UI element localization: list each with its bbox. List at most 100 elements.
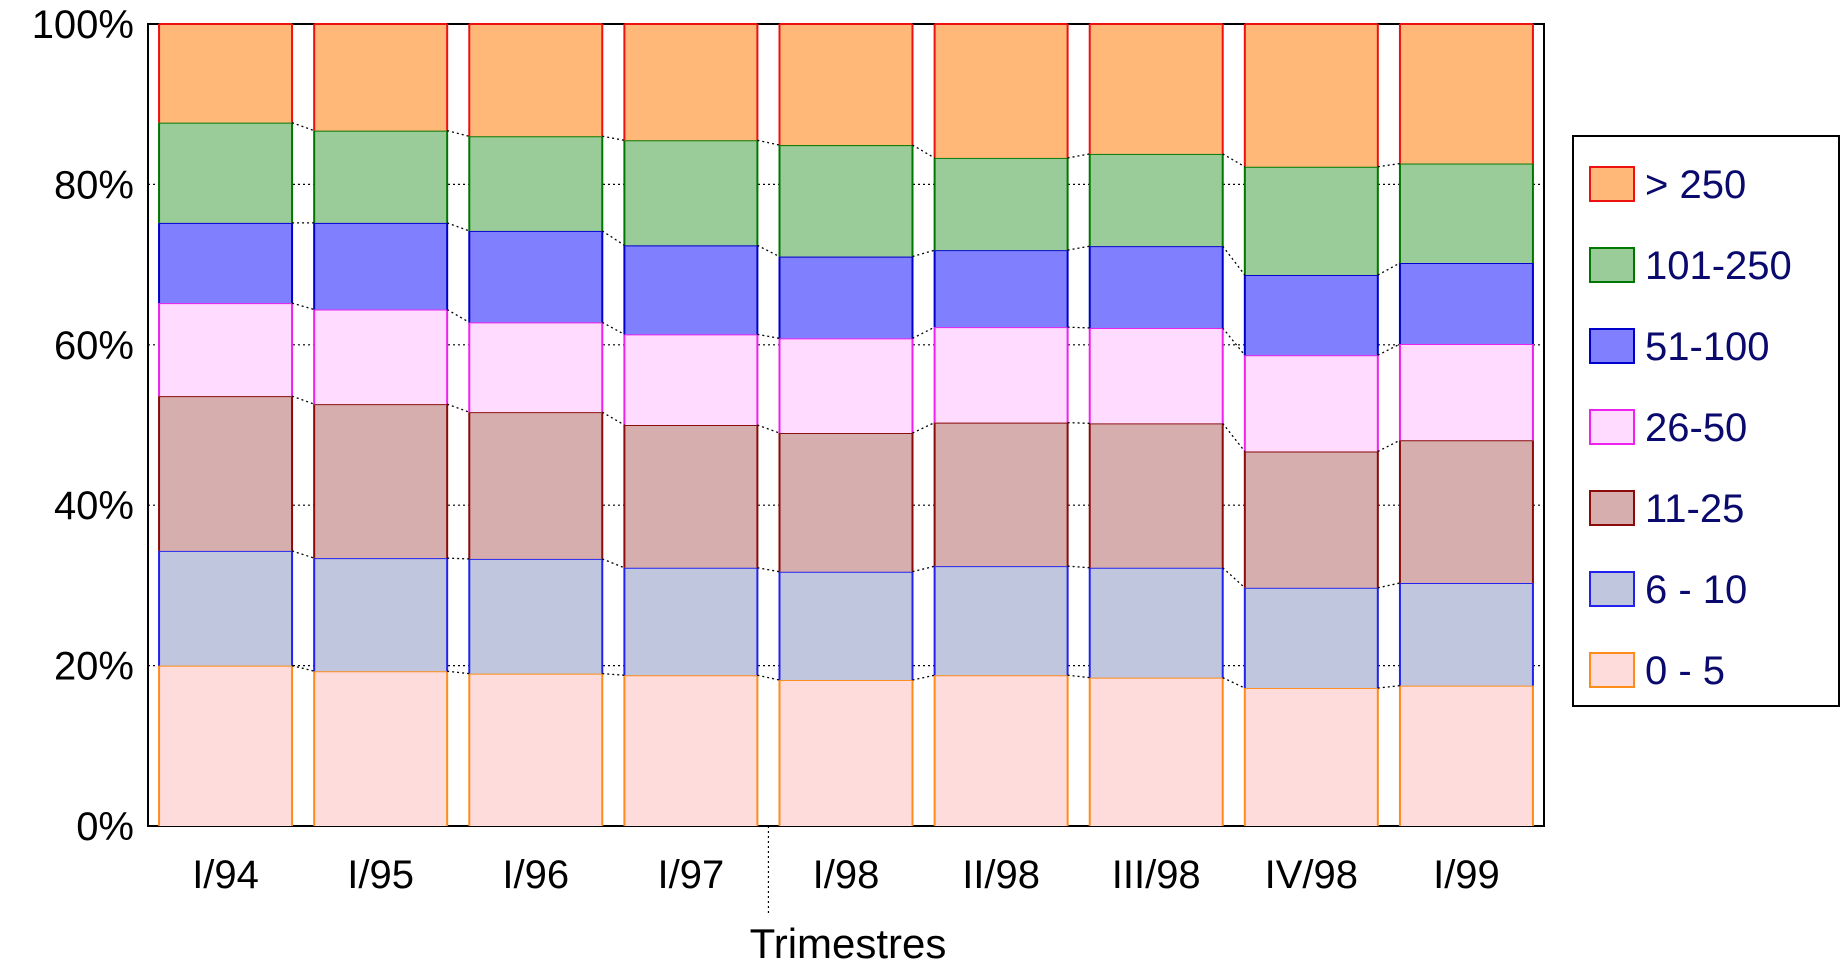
legend-swatch <box>1589 490 1635 526</box>
bar-segment <box>779 338 913 434</box>
connector-line <box>1222 153 1246 168</box>
bar-segment <box>1399 343 1533 441</box>
y-tick-label: 100% <box>32 3 134 47</box>
bar-segment <box>1399 440 1533 583</box>
legend-swatch <box>1589 166 1635 202</box>
y-tick-label: 40% <box>54 484 134 528</box>
bar-segment <box>1244 688 1378 826</box>
connector-line <box>447 130 470 137</box>
bar-segment <box>1089 153 1223 247</box>
legend-label: > 250 <box>1645 163 1746 207</box>
bar-segment <box>934 675 1068 826</box>
bar-segment <box>469 24 603 137</box>
bar-segment <box>1399 685 1533 826</box>
bar-segment <box>779 256 913 339</box>
legend-label: 11-25 <box>1645 487 1744 531</box>
bar-segment <box>159 303 293 397</box>
connector-line <box>1377 162 1401 168</box>
connector-line <box>1222 567 1246 589</box>
legend-swatch <box>1589 247 1635 283</box>
connector-line <box>912 422 935 434</box>
bar-segment <box>1089 567 1223 678</box>
bar-segment <box>779 680 913 826</box>
connector-line <box>757 139 780 146</box>
bar-segment <box>779 571 913 681</box>
connector-line <box>602 135 625 141</box>
legend-label: 26-50 <box>1645 406 1747 450</box>
bar-segment <box>934 250 1068 328</box>
connector-line <box>446 222 470 232</box>
bar-segment <box>1244 24 1378 167</box>
bar-segment <box>624 24 758 141</box>
connector-line <box>757 333 780 340</box>
connector-line <box>912 674 935 681</box>
connector-line <box>1377 582 1401 589</box>
y-tick-label: 80% <box>54 163 134 207</box>
bar-segment <box>314 130 448 223</box>
bar-segment <box>1089 24 1223 154</box>
bar-segment <box>159 122 293 223</box>
connector-line <box>291 395 315 405</box>
bar-segment <box>779 24 913 146</box>
bar-segment <box>314 671 448 826</box>
legend-swatch <box>1589 652 1635 688</box>
bar-segment <box>1244 166 1378 276</box>
bar-segment <box>159 222 293 304</box>
bar-segment <box>469 136 603 231</box>
bar-segment <box>314 309 448 405</box>
connector-line <box>757 567 780 573</box>
legend: > 250 101-250 51-100 26-50 11-25 6 - 10 0 - 5 <box>1572 135 1840 707</box>
bar-segment <box>469 412 603 559</box>
connector-line <box>757 244 780 258</box>
bar-segment <box>314 558 448 672</box>
x-tick-label: I/95 <box>347 853 414 897</box>
connector-line <box>1222 245 1246 276</box>
bar-segment <box>159 665 293 826</box>
legend-label: 0 - 5 <box>1645 649 1725 693</box>
x-axis: I/94 I/95 I/96 I/97 I/98 II/98 III/98 IV/98 I/99 <box>192 826 1500 914</box>
bar-segment <box>1089 327 1223 424</box>
connector-line <box>447 557 470 560</box>
connector-line <box>1377 343 1401 356</box>
bar-segment <box>1399 262 1533 344</box>
bar-segment <box>159 24 293 123</box>
bar-segment <box>934 422 1068 567</box>
connector-line <box>912 144 935 159</box>
bar-segment <box>469 230 603 323</box>
bar-segment <box>934 327 1068 423</box>
bar-segment <box>1089 246 1223 328</box>
y-tick-label: 60% <box>54 324 134 368</box>
bar-segment <box>624 567 758 676</box>
connector-line <box>291 550 315 559</box>
connector-line <box>1222 677 1246 689</box>
bar-segment <box>314 404 448 559</box>
connector-line <box>757 674 780 681</box>
legend-label: 6 - 10 <box>1645 568 1747 612</box>
bar-segment <box>469 322 603 413</box>
y-axis: 0% 20% 40% 60% 80% 100% <box>32 3 134 849</box>
bar-segment <box>469 673 603 826</box>
connector-line <box>446 308 470 323</box>
bar-segment <box>314 222 448 310</box>
bar-segment <box>934 566 1068 676</box>
bar-segment <box>934 157 1068 251</box>
bar-segment <box>779 433 913 572</box>
bar-segment <box>1089 423 1223 568</box>
legend-label: 101-250 <box>1645 244 1792 288</box>
bar-segment <box>1244 587 1378 689</box>
bar-segment <box>624 425 758 568</box>
bar-segment <box>469 558 603 674</box>
bar-segment <box>1399 582 1533 686</box>
legend-label: 51-100 <box>1645 325 1770 369</box>
connector-line <box>602 558 625 569</box>
connector-line <box>912 249 935 258</box>
connector-line <box>291 302 315 311</box>
bar-segment <box>1244 355 1378 452</box>
connector-line <box>601 230 625 246</box>
bar-segment <box>624 245 758 335</box>
legend-swatch <box>1589 571 1635 607</box>
x-tick-label: I/99 <box>1433 853 1500 897</box>
connector-line <box>446 403 470 413</box>
connector-line <box>291 122 315 132</box>
